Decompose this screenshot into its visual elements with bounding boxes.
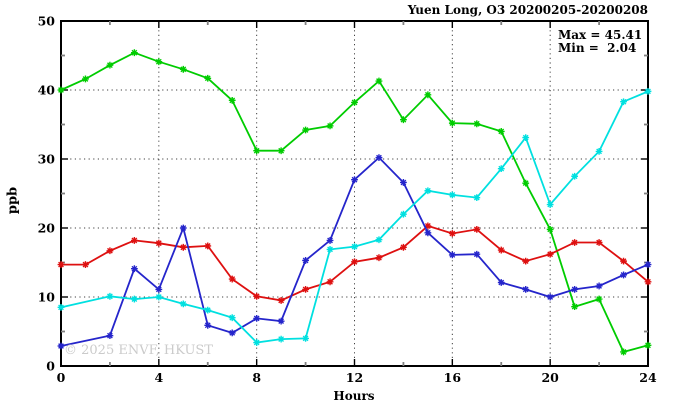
series-blue-line <box>60 156 649 347</box>
series-blue-markers <box>57 154 652 350</box>
y-tick-label: 40 <box>38 83 56 98</box>
x-tick-label: 8 <box>252 370 261 385</box>
y-tick-label: 20 <box>38 221 56 236</box>
series-cyan-line <box>60 90 649 344</box>
series-red-markers <box>57 222 652 304</box>
x-tick-label: 0 <box>57 370 66 385</box>
x-tick-label: 16 <box>444 370 462 385</box>
series-cyan-markers <box>57 87 652 346</box>
x-axis-label: Hours <box>333 389 375 403</box>
x-tick-label: 4 <box>154 370 163 385</box>
legend-max-value: Max = 45.41 <box>558 28 643 42</box>
y-tick-label: 10 <box>38 290 56 305</box>
watermark: © 2025 ENVF, HKUST <box>64 343 213 358</box>
x-tick-label: 12 <box>346 370 363 385</box>
series-green-markers <box>57 49 652 356</box>
legend-min-value: Min = 2.04 <box>558 41 637 55</box>
x-tick-label: 20 <box>541 370 559 385</box>
x-tick-label: 24 <box>639 370 657 385</box>
y-tick-label: 50 <box>38 14 56 29</box>
y-axis-label: ppb <box>5 186 21 215</box>
y-tick-label: 30 <box>38 152 56 167</box>
y-tick-label: 0 <box>46 359 55 374</box>
chart-title: Yuen Long, O3 20200205-20200208 <box>407 3 648 17</box>
legend-stats: Max = 45.41 Min = 2.04 <box>558 29 642 55</box>
